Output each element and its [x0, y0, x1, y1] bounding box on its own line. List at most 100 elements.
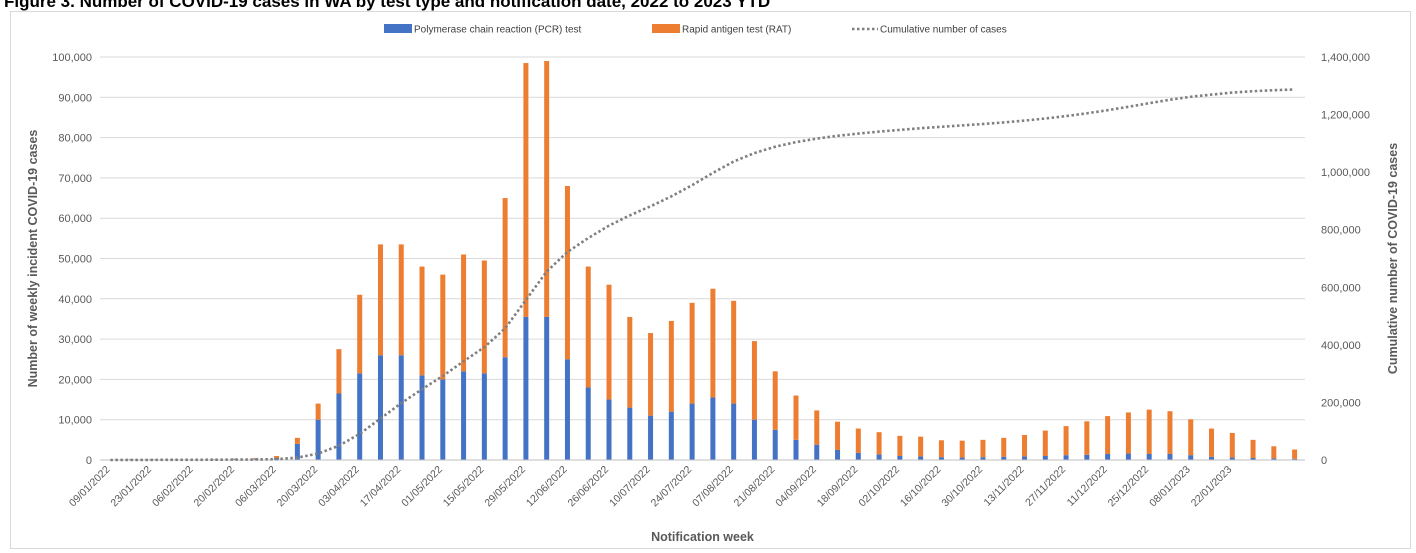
bar-rat: [357, 294, 363, 374]
bar-pcr: [1188, 455, 1194, 460]
bar-pcr: [772, 429, 778, 460]
bar-rat: [668, 320, 674, 412]
bar-pcr: [523, 316, 529, 460]
bar-pcr: [544, 316, 550, 460]
bar-rat: [793, 395, 799, 440]
bar-rat: [814, 410, 820, 445]
x-tick-label: 08/01/2023: [1147, 464, 1193, 510]
legend-swatch-rat: [652, 24, 680, 33]
y-tick-label: 100,000: [52, 52, 92, 64]
figure-title: Figure 3. Number of COVID-19 cases in WA…: [4, 0, 771, 11]
bar-rat: [1229, 432, 1235, 458]
bar-pcr: [897, 455, 903, 460]
bar-rat: [648, 333, 654, 416]
bar-rat: [1001, 437, 1007, 457]
bar-rat: [1105, 416, 1111, 454]
x-tick-label: 02/10/2022: [856, 464, 902, 510]
bar-pcr: [606, 399, 612, 460]
y-axis-title: Number of weekly incident COVID-19 cases: [26, 130, 40, 388]
x-tick-label: 09/01/2022: [67, 464, 113, 510]
bar-rat: [440, 274, 446, 380]
y2-tick-label: 1,200,000: [1321, 110, 1370, 122]
bar-rat: [1125, 412, 1131, 454]
x-tick-label: 26/06/2022: [565, 464, 611, 510]
bar-rat: [731, 300, 737, 404]
bar-pcr: [876, 454, 882, 460]
bar-rat: [772, 371, 778, 430]
bar-rat: [502, 198, 508, 358]
bar-pcr: [1292, 458, 1298, 460]
bar-rat: [1063, 426, 1069, 456]
bar-rat: [481, 260, 487, 374]
bar-rat: [751, 341, 757, 420]
bar-rat: [1250, 439, 1256, 458]
x-axis-title: Notification week: [651, 530, 754, 544]
bar-rat: [959, 440, 965, 458]
bar-rat: [980, 439, 986, 458]
bar-pcr: [980, 457, 986, 460]
bar-rat: [918, 436, 924, 457]
bar-rat: [1271, 446, 1277, 459]
bar-pcr: [357, 373, 363, 460]
x-tick-label: 16/10/2022: [898, 464, 944, 510]
y-tick-label: 40,000: [58, 294, 92, 306]
bar-pcr: [938, 457, 944, 460]
bar-rat: [294, 437, 300, 444]
bar-rat: [315, 403, 321, 420]
x-tick-label: 18/09/2022: [815, 464, 861, 510]
series-line-cumulative: [110, 88, 1295, 462]
x-tick-label: 06/02/2022: [150, 464, 196, 510]
x-tick-label: 23/01/2022: [108, 464, 154, 510]
bar-pcr: [814, 444, 820, 460]
bar-pcr: [731, 403, 737, 460]
bar-rat: [627, 316, 633, 408]
y2-tick-label: 600,000: [1321, 282, 1361, 294]
legend-label-rat: Rapid antigen test (RAT): [682, 25, 791, 36]
bar-pcr: [751, 419, 757, 460]
y2-tick-label: 1,400,000: [1321, 52, 1370, 64]
x-tick-label: 06/03/2022: [233, 464, 279, 510]
bar-rat: [835, 421, 841, 450]
bar-pcr: [1250, 457, 1256, 460]
bar-pcr: [377, 355, 383, 460]
x-tick-label: 17/04/2022: [358, 464, 404, 510]
x-tick-label: 07/08/2022: [690, 464, 736, 510]
bar-pcr: [1042, 455, 1048, 460]
bar-rat: [689, 302, 695, 404]
y2-axis-title: Cumulative number of COVID-19 cases: [1386, 143, 1400, 374]
bar-rat: [897, 435, 903, 456]
bar-pcr: [710, 397, 716, 460]
bar-rat: [419, 266, 425, 376]
bar-pcr: [1229, 457, 1235, 460]
bar-rat: [1209, 428, 1215, 457]
bar-pcr: [959, 457, 965, 460]
bar-pcr: [1105, 453, 1111, 460]
bar-pcr: [1146, 453, 1152, 460]
bar-pcr: [1167, 453, 1173, 460]
bar-pcr: [481, 373, 487, 460]
legend-swatch-pcr: [384, 24, 412, 33]
bar-rat: [938, 440, 944, 458]
bar-pcr: [1001, 456, 1007, 460]
bar-pcr: [461, 371, 467, 460]
bar-pcr: [1063, 455, 1069, 460]
legend-label-cumulative: Cumulative number of cases: [880, 25, 1007, 36]
bar-pcr: [835, 449, 841, 460]
x-tick-label: 13/11/2022: [982, 464, 1027, 509]
x-tick-label: 24/07/2022: [649, 464, 695, 510]
bar-pcr: [585, 387, 591, 460]
bar-pcr: [1209, 456, 1215, 460]
y2-tick-label: 800,000: [1321, 225, 1361, 237]
legend-label-pcr: Polymerase chain reaction (PCR) test: [414, 25, 582, 36]
x-tick-label: 12/06/2022: [524, 464, 570, 510]
bar-pcr: [668, 411, 674, 460]
bar-rat: [1022, 435, 1028, 457]
x-tick-label: 11/12/2022: [1065, 464, 1110, 509]
y-tick-label: 0: [86, 455, 92, 467]
bar-rat: [377, 244, 383, 356]
bar-pcr: [502, 357, 508, 460]
y2-tick-label: 0: [1321, 455, 1327, 467]
bar-pcr: [1084, 454, 1090, 460]
bar-rat: [876, 432, 882, 455]
